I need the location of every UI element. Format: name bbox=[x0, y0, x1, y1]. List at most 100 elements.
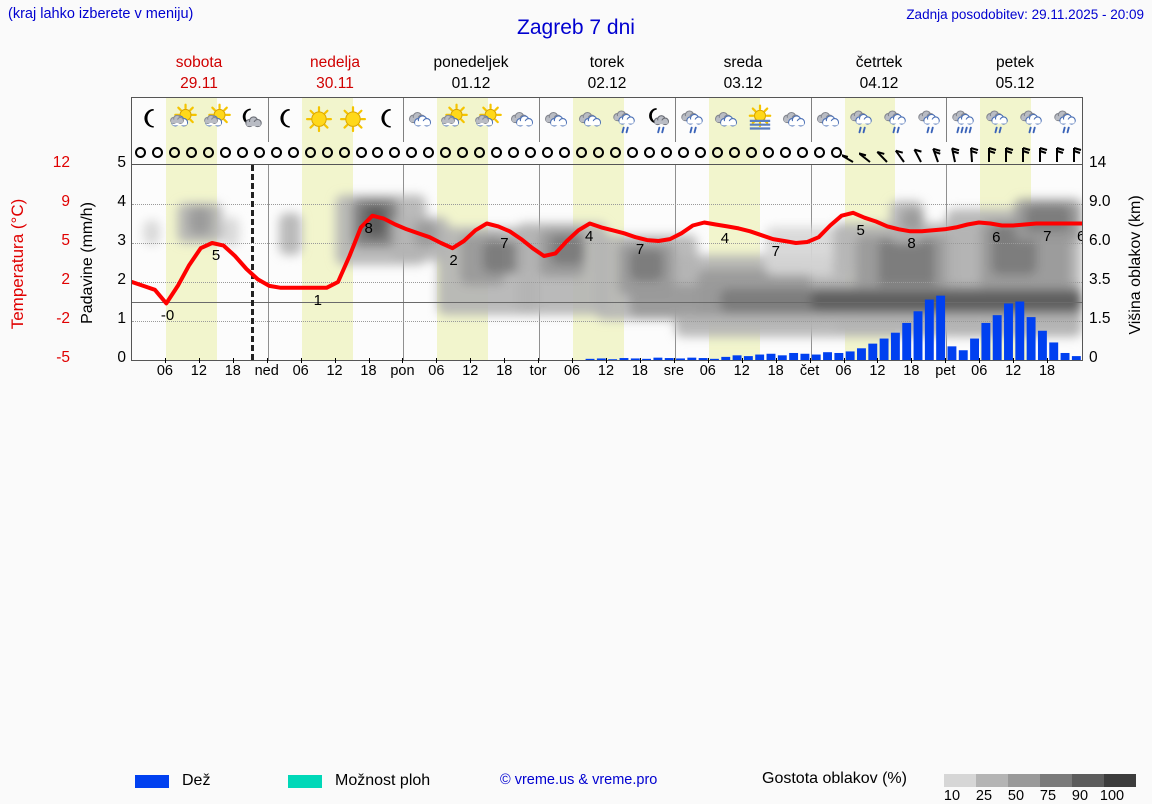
day-date: 05.12 bbox=[995, 75, 1035, 92]
x-tick-mark bbox=[334, 358, 336, 363]
day-header-nedelja: nedelja 30.11 bbox=[267, 52, 403, 97]
weather-icon-cloud-rain bbox=[912, 100, 946, 140]
day-separator bbox=[267, 98, 269, 142]
day-header-row: sobota 29.11 nedelja 30.11 ponedeljek 01.12 to… bbox=[131, 52, 1083, 97]
cloud-scale-label: 100 bbox=[1099, 788, 1125, 804]
weather-icon-sun bbox=[336, 100, 370, 140]
wind-barb bbox=[978, 142, 1000, 164]
x-tick-mark bbox=[775, 358, 777, 363]
x-tick-mark bbox=[707, 358, 709, 363]
day-date: 03.12 bbox=[723, 75, 763, 92]
cloud-height-tick: 3.5 bbox=[1089, 271, 1111, 288]
wind-calm-marker bbox=[270, 147, 282, 158]
day-name: nedelja bbox=[310, 54, 360, 71]
wind-barb bbox=[1063, 142, 1082, 164]
weather-icon-cloud bbox=[505, 100, 539, 140]
location-note: (kraj lahko izberete v meniju) bbox=[8, 6, 194, 22]
weather-icon-cloud-rain bbox=[607, 100, 641, 140]
x-tick-label: 06 bbox=[835, 363, 852, 379]
weather-icon-moon-cloud bbox=[234, 100, 268, 140]
cloud-scale-label: 90 bbox=[1071, 788, 1089, 804]
temperature-point-label: 8 bbox=[907, 235, 916, 253]
day-separator bbox=[267, 165, 269, 360]
wind-calm-marker bbox=[762, 147, 774, 158]
temperature-point-label: 4 bbox=[720, 230, 730, 248]
x-tick-mark bbox=[843, 358, 845, 363]
wind-calm-marker bbox=[830, 147, 842, 158]
x-tick-mark bbox=[300, 358, 302, 363]
page-title: Zagreb 7 dni bbox=[517, 16, 635, 39]
temperature-tick: 9 bbox=[61, 193, 70, 210]
day-name: četrtek bbox=[855, 54, 903, 71]
temperature-point-label: 5 bbox=[211, 247, 221, 264]
precipitation-tick: 5 bbox=[117, 154, 126, 171]
wind-calm-marker bbox=[779, 147, 791, 158]
wind-calm-marker bbox=[677, 147, 689, 158]
x-tick-label: 12 bbox=[1005, 363, 1022, 379]
wind-calm-marker bbox=[236, 147, 248, 158]
x-tick-label: 06 bbox=[699, 363, 716, 379]
day-header-ponedeljek: ponedeljek 01.12 bbox=[403, 52, 539, 97]
temperature-axis-title: Temperatura (°C) bbox=[6, 166, 30, 360]
day-name: petek bbox=[996, 54, 1034, 71]
temperature-point-label: 7 bbox=[1043, 227, 1052, 245]
x-tick-label: 12 bbox=[462, 363, 479, 379]
weather-icon-sun bbox=[302, 100, 336, 140]
wind-barb bbox=[944, 142, 966, 164]
day-date: 02.12 bbox=[587, 75, 627, 92]
temperature-point-label: 1 bbox=[313, 291, 322, 309]
weather-icon-cloud bbox=[777, 100, 811, 140]
wind-calm-marker bbox=[389, 147, 401, 158]
day-date: 29.11 bbox=[180, 75, 218, 92]
x-tick-label: 12 bbox=[597, 363, 615, 379]
x-tick-label: tor bbox=[529, 363, 547, 379]
chart-legend: Dež Možnost ploh © vreme.us & vreme.pro … bbox=[0, 384, 1152, 804]
last-update-label: Zadnja posodobitev: 29.11.2025 - 20:09 bbox=[906, 7, 1144, 22]
precipitation-tick: 2 bbox=[117, 271, 126, 288]
rain-legend-swatch bbox=[135, 775, 169, 788]
temperature-point-label: 6 bbox=[1077, 228, 1082, 245]
temperature-tick: -5 bbox=[56, 349, 70, 366]
x-tick-label: 18 bbox=[631, 363, 648, 379]
cloud-scale-label: 25 bbox=[975, 788, 993, 804]
x-tick-label: 18 bbox=[224, 363, 241, 379]
day-name: sreda bbox=[723, 54, 763, 71]
wind-calm-marker bbox=[745, 147, 757, 158]
x-tick-mark bbox=[266, 358, 268, 363]
wind-barb bbox=[1012, 142, 1034, 164]
x-tick-mark bbox=[1047, 358, 1049, 363]
x-tick-label: 06 bbox=[292, 363, 309, 379]
x-tick-label: 12 bbox=[326, 363, 343, 379]
copyright-label: © vreme.us & vreme.pro bbox=[500, 772, 658, 788]
precipitation-tick: 3 bbox=[117, 232, 126, 249]
x-axis-tick-labels: 06 12 18 ned 06 12 18 pon 06 12 18 tor 06 12 18 sre 06 12… bbox=[131, 358, 1083, 380]
x-tick-mark bbox=[877, 358, 879, 363]
wind-calm-marker bbox=[168, 147, 180, 158]
wind-calm-marker bbox=[593, 147, 605, 158]
wind-calm-marker bbox=[626, 147, 638, 158]
temperature-point-label: 5 bbox=[856, 221, 865, 239]
x-tick-label: 12 bbox=[190, 363, 207, 379]
x-tick-mark bbox=[639, 358, 641, 363]
weather-icon-cloud-rain bbox=[844, 100, 878, 140]
wind-calm-marker bbox=[660, 147, 672, 158]
precipitation-axis-title: Padavine (mm/h) bbox=[76, 166, 100, 360]
x-tick-mark bbox=[504, 358, 506, 363]
weather-icon-moon bbox=[268, 100, 302, 140]
day-header-sobota: sobota 29.11 bbox=[131, 52, 267, 97]
wind-calm-marker bbox=[474, 147, 486, 158]
x-tick-label: pet bbox=[935, 363, 956, 379]
wind-barb-band bbox=[131, 142, 1083, 164]
weather-icon-cloud bbox=[811, 100, 845, 140]
x-tick-label: 06 bbox=[428, 363, 445, 379]
x-tick-label: 18 bbox=[360, 363, 377, 379]
wind-barb bbox=[910, 142, 932, 164]
precipitation-tick: 1 bbox=[117, 310, 126, 327]
weather-icon-sun-cloud bbox=[200, 100, 234, 140]
weather-icon-sun-cloud bbox=[166, 100, 200, 140]
weather-icon-band bbox=[131, 97, 1083, 142]
cloud-density-field bbox=[143, 195, 1082, 337]
wind-calm-marker bbox=[542, 147, 554, 158]
gridline bbox=[132, 282, 1082, 283]
wind-barb bbox=[858, 142, 881, 164]
